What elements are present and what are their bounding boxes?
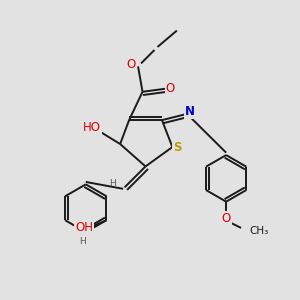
Text: O: O [127,58,136,71]
Text: S: S [173,140,182,154]
Text: CH₃: CH₃ [249,226,269,236]
Text: HO: HO [83,121,101,134]
Text: H: H [109,179,116,188]
Text: OH: OH [75,221,93,234]
Text: O: O [221,212,231,225]
Text: O: O [166,82,175,95]
Text: N: N [185,105,195,118]
Text: H: H [79,237,86,246]
